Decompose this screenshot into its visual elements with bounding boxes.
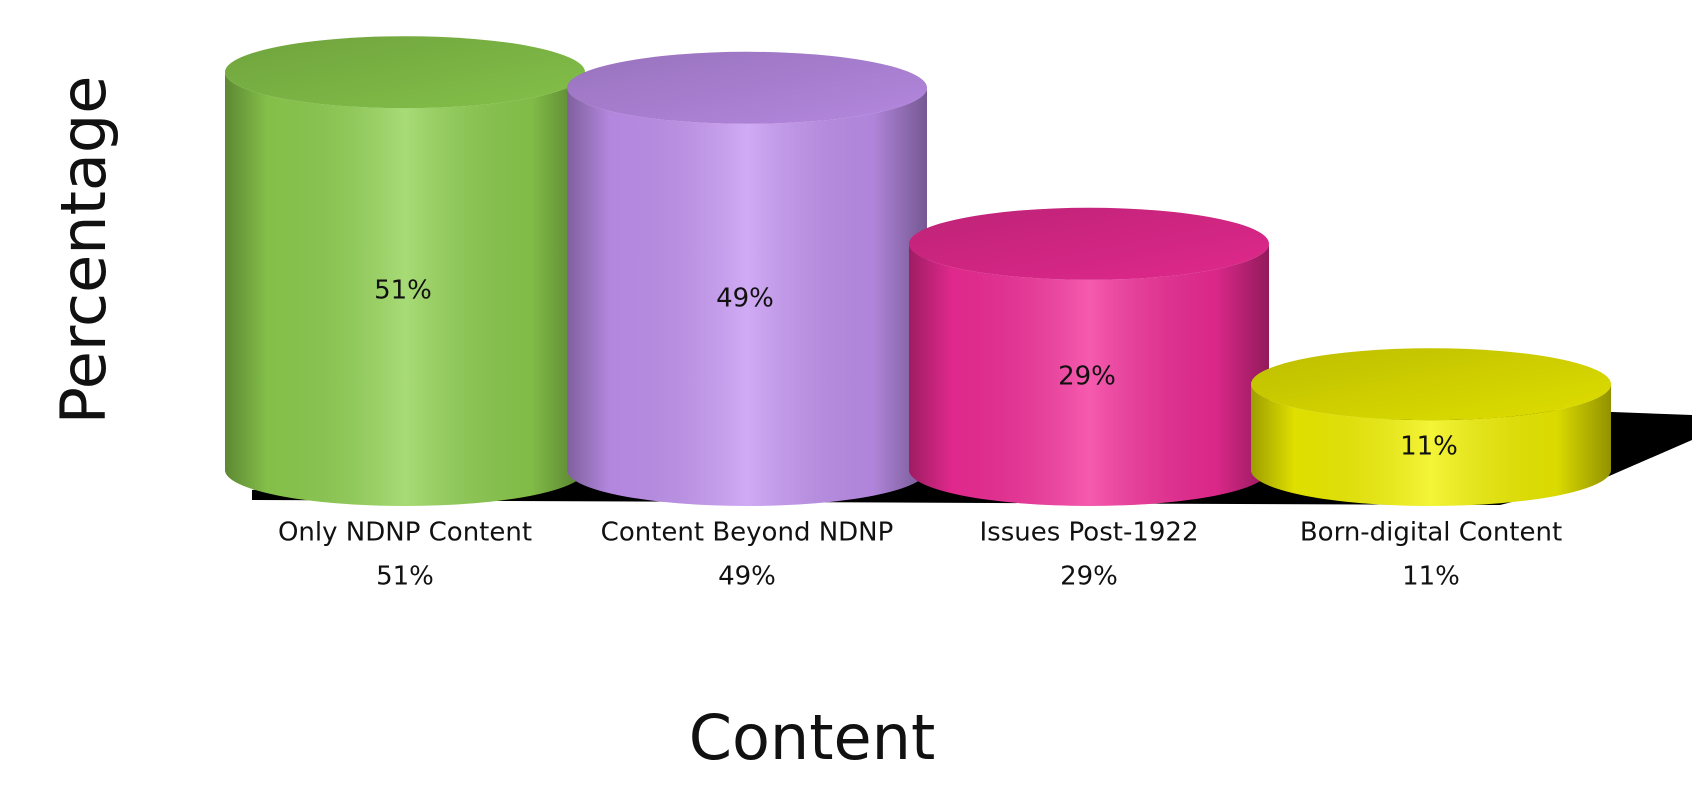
bar-shading [567, 87, 927, 507]
bars: 51% 49% 29% 11% [225, 36, 1611, 507]
x-tick-value-label: 51% [376, 562, 434, 592]
x-tick-label: Issues Post-1922 [980, 518, 1199, 548]
x-tick-label: Content Beyond NDNP [601, 518, 894, 548]
data-label: 51% [374, 276, 432, 306]
x-tick-label: Born-digital Content [1300, 518, 1562, 548]
x-tick-value-label: 11% [1402, 562, 1460, 592]
bar-top-shading [909, 207, 1269, 280]
bar-shading [225, 72, 585, 506]
bar-top-shading [225, 36, 585, 109]
x-tick-value-label: 49% [718, 562, 776, 592]
bar-top-shading [1251, 348, 1611, 421]
bar-shading [909, 243, 1269, 507]
y-axis-title: Percentage [47, 76, 120, 425]
data-label: 11% [1400, 432, 1458, 462]
data-label: 49% [716, 283, 774, 313]
bar-shading [1251, 384, 1611, 506]
bar-top-shading [567, 51, 927, 124]
x-tick-label: Only NDNP Content [278, 518, 532, 548]
data-label: 29% [1058, 361, 1116, 391]
x-axis-title: Content [689, 701, 936, 774]
x-tick-value-label: 29% [1060, 562, 1118, 592]
